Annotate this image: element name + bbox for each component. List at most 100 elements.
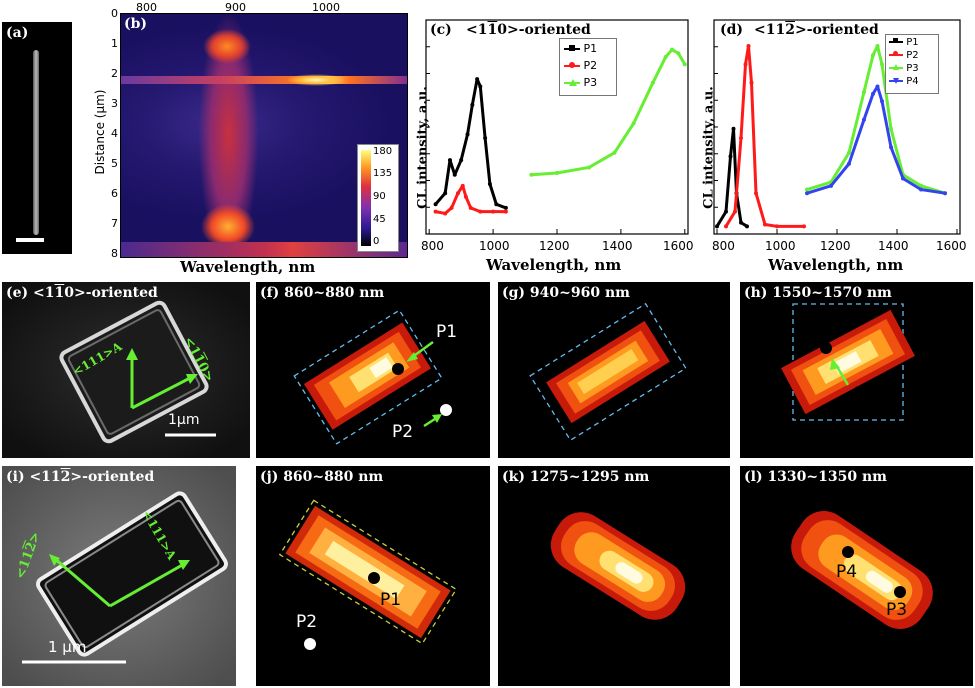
- panel-d-label: (d): [720, 22, 744, 38]
- data-point-p2: [433, 209, 438, 214]
- data-point-p1: [465, 132, 470, 137]
- x-tick: 1200: [539, 239, 570, 253]
- data-point-p2: [468, 205, 473, 210]
- data-point-p2: [724, 224, 728, 229]
- title-pre: <1: [466, 22, 488, 38]
- legend-item: P4: [889, 76, 919, 87]
- data-point-p2: [455, 191, 460, 196]
- data-point-p1: [731, 126, 736, 131]
- x-axis-label: Wavelength, nm: [486, 256, 622, 274]
- x-tick: 1600: [663, 239, 694, 253]
- data-point-p3: [670, 47, 675, 52]
- data-point-p2: [775, 224, 779, 229]
- data-point-p3: [875, 44, 880, 48]
- cl-map: [791, 511, 933, 629]
- data-point-p3: [650, 80, 655, 85]
- data-point-p2: [739, 136, 743, 140]
- data-point-p1: [447, 158, 452, 163]
- point-label-p3: P3: [854, 384, 876, 404]
- data-point-p2: [749, 80, 754, 85]
- spectrum-plot: [425, 19, 689, 235]
- series-line-p1: [715, 127, 748, 228]
- legend-item: P3: [889, 63, 919, 74]
- data-point-p4: [862, 117, 866, 122]
- data-point-p3: [805, 187, 809, 192]
- data-point-p1: [452, 172, 457, 177]
- data-point-p4: [943, 191, 947, 196]
- data-point-p2: [443, 211, 448, 216]
- top-tick-900: 900: [225, 1, 246, 14]
- data-point-p4: [880, 99, 884, 104]
- title-post: >-oriented: [794, 22, 879, 38]
- data-point-p3: [631, 121, 636, 126]
- panel-d: CL intensity, a.u. (d) <112>-oriented 80…: [690, 10, 975, 278]
- title-bar: 1: [487, 22, 498, 38]
- panel-e: (e) <110>-oriented <111>A <110> 1μm: [2, 282, 250, 458]
- panel-a-label: (a): [6, 25, 29, 41]
- panel-f-label: (f) 860~880 nm: [260, 285, 385, 301]
- x-axis-label: Wavelength, nm: [768, 256, 904, 274]
- sem-image: [2, 466, 236, 686]
- series-line-p1: [434, 77, 507, 210]
- data-point-p2: [460, 183, 465, 188]
- title-pre: <11: [754, 22, 786, 38]
- cl-map: [781, 303, 915, 421]
- y-tick: 6: [111, 187, 118, 200]
- data-point-p1: [728, 154, 733, 159]
- y-tick: 4: [111, 127, 118, 140]
- scale-bar-label: 1 μm: [48, 638, 87, 656]
- x-tick: 1200: [820, 239, 851, 253]
- panel-i-label: (i) <112>-oriented: [6, 469, 155, 485]
- data-point-p1: [470, 102, 475, 107]
- y-axis-label: Distance (μm): [93, 89, 107, 175]
- data-point-p1: [443, 191, 448, 196]
- legend-item: P1: [889, 37, 919, 48]
- data-point-p2: [746, 44, 751, 48]
- point-p1: [392, 363, 404, 375]
- data-point-p3: [676, 51, 681, 56]
- y-tick: 7: [111, 217, 118, 230]
- data-point-p1: [478, 84, 483, 89]
- data-point-p2: [733, 209, 737, 214]
- cl-map: [550, 512, 686, 620]
- panel-l-label: (l) 1330~1350 nm: [744, 469, 887, 485]
- data-point-p2: [802, 224, 806, 229]
- data-point-p3: [847, 150, 851, 155]
- panel-i: (i) <112>-oriented <111>A <112> 1 μm: [2, 466, 236, 686]
- data-point-p1: [739, 220, 743, 225]
- x-tick-labels: 800 1000 1200 1400 1600: [408, 239, 698, 255]
- legend: P1 P2 P3 P4: [885, 34, 939, 94]
- scale-bar-label: 1μm: [168, 412, 200, 428]
- data-point-p3: [663, 55, 668, 60]
- x-axis-label: Wavelength, nm: [180, 258, 316, 276]
- panel-l: (l) 1330~1350 nm P4 P3: [740, 466, 973, 686]
- panel-k: (k) 1275~1295 nm: [498, 466, 730, 686]
- data-point-p2: [763, 222, 767, 227]
- panel-b-label: (b): [124, 16, 148, 32]
- data-point-p3: [586, 165, 591, 170]
- panel-f: (f) 860~880 nm P1 P2: [256, 282, 490, 458]
- top-tick-1000: 1000: [312, 1, 340, 14]
- data-point-p1: [715, 224, 719, 229]
- colorbar-tick: 0: [373, 236, 380, 247]
- data-point-p1: [459, 158, 464, 163]
- title-post: 0>-oriented: [497, 22, 591, 38]
- legend-item: P1: [564, 42, 597, 55]
- panel-c-label: (c): [430, 22, 452, 38]
- y-tick: 3: [111, 97, 118, 110]
- data-point-p1: [745, 224, 749, 229]
- panel-j-label: (j) 860~880 nm: [260, 469, 384, 485]
- data-point-p3: [682, 62, 687, 67]
- colorbar-tick: 45: [373, 214, 386, 225]
- data-point-p4: [889, 145, 893, 150]
- point-p2: [304, 638, 316, 650]
- y-tick: 2: [111, 67, 118, 80]
- data-point-p2: [463, 194, 468, 199]
- panel-g-label: (g) 940~960 nm: [502, 285, 630, 301]
- point-label-p2: P2: [296, 612, 318, 632]
- panel-j: (j) 860~880 nm P1 P2: [256, 466, 490, 686]
- nanowire: [33, 50, 39, 235]
- data-point-p3: [889, 126, 893, 131]
- series-line-p4: [806, 84, 946, 195]
- scale-bar: [16, 238, 44, 242]
